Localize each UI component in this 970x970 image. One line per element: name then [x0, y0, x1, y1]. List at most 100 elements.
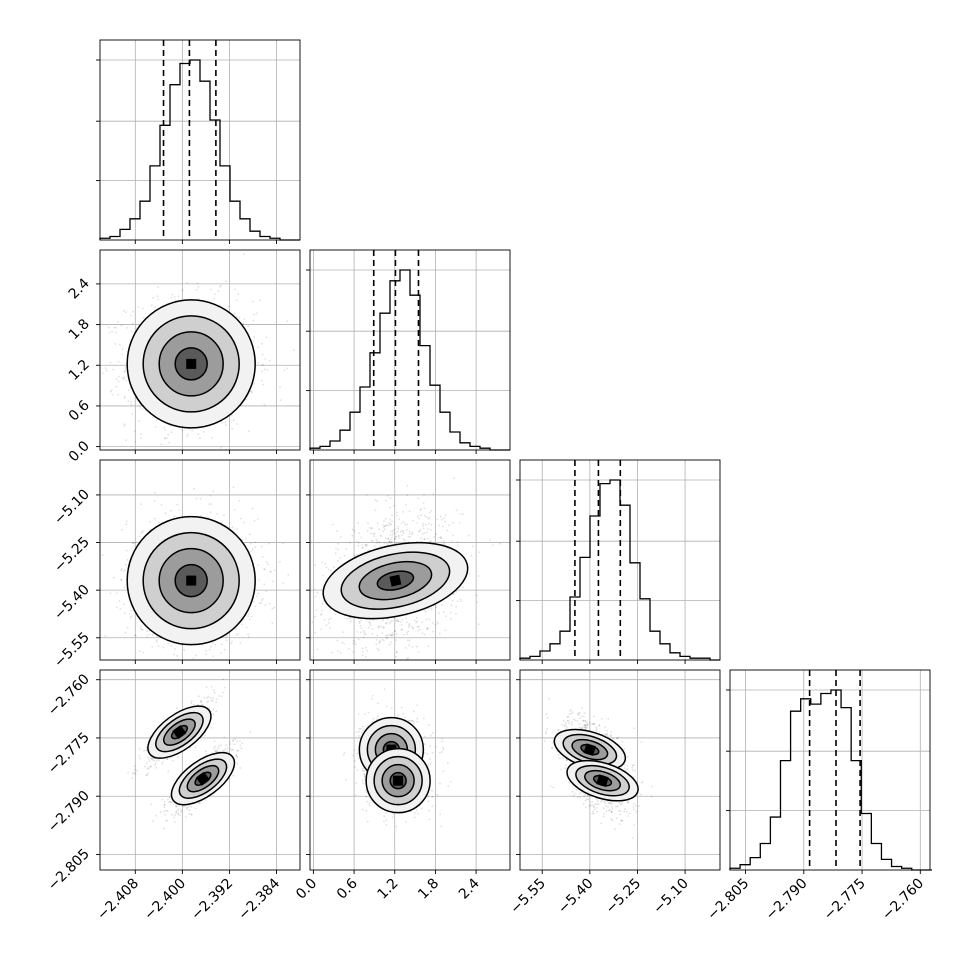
scatter-point — [213, 740, 216, 742]
scatter-point — [209, 495, 212, 497]
scatter-point — [263, 403, 266, 406]
scatter-point — [123, 397, 126, 399]
scatter-point — [196, 282, 199, 285]
scatter-point — [417, 517, 420, 520]
scatter-point — [444, 629, 447, 632]
scatter-point — [210, 685, 213, 688]
scatter-point — [313, 588, 316, 591]
scatter-point — [248, 533, 251, 536]
scatter-point — [329, 569, 332, 572]
scatter-point — [418, 628, 421, 631]
scatter-point — [190, 700, 193, 703]
scatter-point — [406, 621, 408, 624]
scatter-point — [129, 616, 132, 619]
scatter-point — [361, 544, 364, 546]
scatter-point — [397, 525, 399, 528]
scatter-point — [372, 533, 375, 536]
scatter-point — [332, 523, 334, 526]
scatter-point — [457, 544, 460, 547]
scatter-point — [451, 540, 454, 542]
scatter-point — [230, 642, 233, 645]
scatter-point — [260, 379, 263, 382]
scatter-point — [408, 530, 411, 533]
scatter-point — [427, 537, 429, 540]
scatter-point — [411, 533, 414, 535]
scatter-point — [373, 545, 376, 548]
scatter-point — [416, 645, 418, 648]
scatter-point — [325, 566, 328, 569]
scatter-point — [254, 541, 257, 543]
scatter-point — [320, 613, 323, 615]
scatter-point — [467, 534, 470, 537]
scatter-point — [376, 634, 379, 637]
scatter-point — [282, 582, 285, 585]
scatter-point — [248, 430, 250, 433]
density-component-0 — [126, 299, 256, 429]
scatter-point — [381, 632, 384, 635]
scatter-point — [139, 650, 142, 652]
scatter-point — [382, 619, 384, 622]
scatter-point — [333, 566, 336, 569]
scatter-point — [215, 701, 218, 704]
scatter-point — [157, 286, 159, 288]
scatter-point — [126, 626, 129, 629]
scatter-point — [254, 546, 256, 549]
ytick-label: −5.25 — [51, 534, 93, 576]
scatter-point — [353, 529, 356, 532]
scatter-point — [423, 515, 426, 517]
scatter-point — [265, 336, 268, 339]
scatter-point — [384, 537, 387, 540]
scatter-point — [452, 534, 455, 537]
scatter-point — [217, 290, 220, 293]
scatter-point — [195, 288, 198, 291]
scatter-point — [211, 641, 214, 644]
scatter-point — [428, 618, 430, 621]
scatter-point — [381, 639, 384, 641]
scatter-point — [111, 394, 114, 396]
scatter-point — [343, 554, 346, 557]
scatter-point — [124, 631, 127, 634]
scatter-point — [378, 528, 380, 531]
scatter-point — [155, 639, 158, 642]
scatter-point — [335, 547, 337, 550]
scatter-point — [239, 642, 242, 644]
scatter-point — [199, 497, 202, 500]
scatter-point — [321, 609, 324, 612]
scatter-point — [169, 425, 172, 427]
scatter-point — [262, 383, 264, 386]
scatter-point — [234, 288, 236, 291]
scatter-point — [197, 286, 200, 288]
scatter-point — [149, 521, 151, 523]
scatter-point — [428, 522, 430, 525]
scatter-point — [348, 647, 350, 650]
scatter-point — [441, 604, 444, 607]
scatter-point — [214, 293, 216, 295]
scatter-point — [458, 521, 461, 524]
scatter-point — [367, 522, 369, 524]
scatter-point — [137, 306, 140, 308]
scatter-point — [110, 389, 113, 392]
scatter-point — [369, 532, 372, 535]
scatter-point — [241, 623, 243, 626]
scatter-point — [313, 615, 316, 618]
scatter-point — [235, 627, 238, 630]
scatter-point — [118, 600, 121, 602]
scatter-point — [227, 305, 230, 308]
scatter-point — [375, 643, 378, 646]
scatter-point — [489, 538, 491, 541]
scatter-point — [446, 529, 449, 532]
scatter-point — [478, 551, 481, 554]
scatter-point — [221, 422, 224, 424]
scatter-point — [214, 643, 217, 646]
scatter-point — [398, 537, 401, 540]
scatter-point — [153, 764, 156, 767]
density-peak — [186, 358, 197, 369]
scatter-point — [224, 421, 227, 424]
scatter-point — [400, 621, 402, 623]
scatter-point — [114, 342, 117, 345]
scatter-point — [401, 534, 403, 537]
scatter-point — [164, 512, 167, 515]
scatter-point — [236, 527, 238, 530]
scatter-point — [238, 500, 241, 502]
scatter-point — [384, 517, 387, 520]
